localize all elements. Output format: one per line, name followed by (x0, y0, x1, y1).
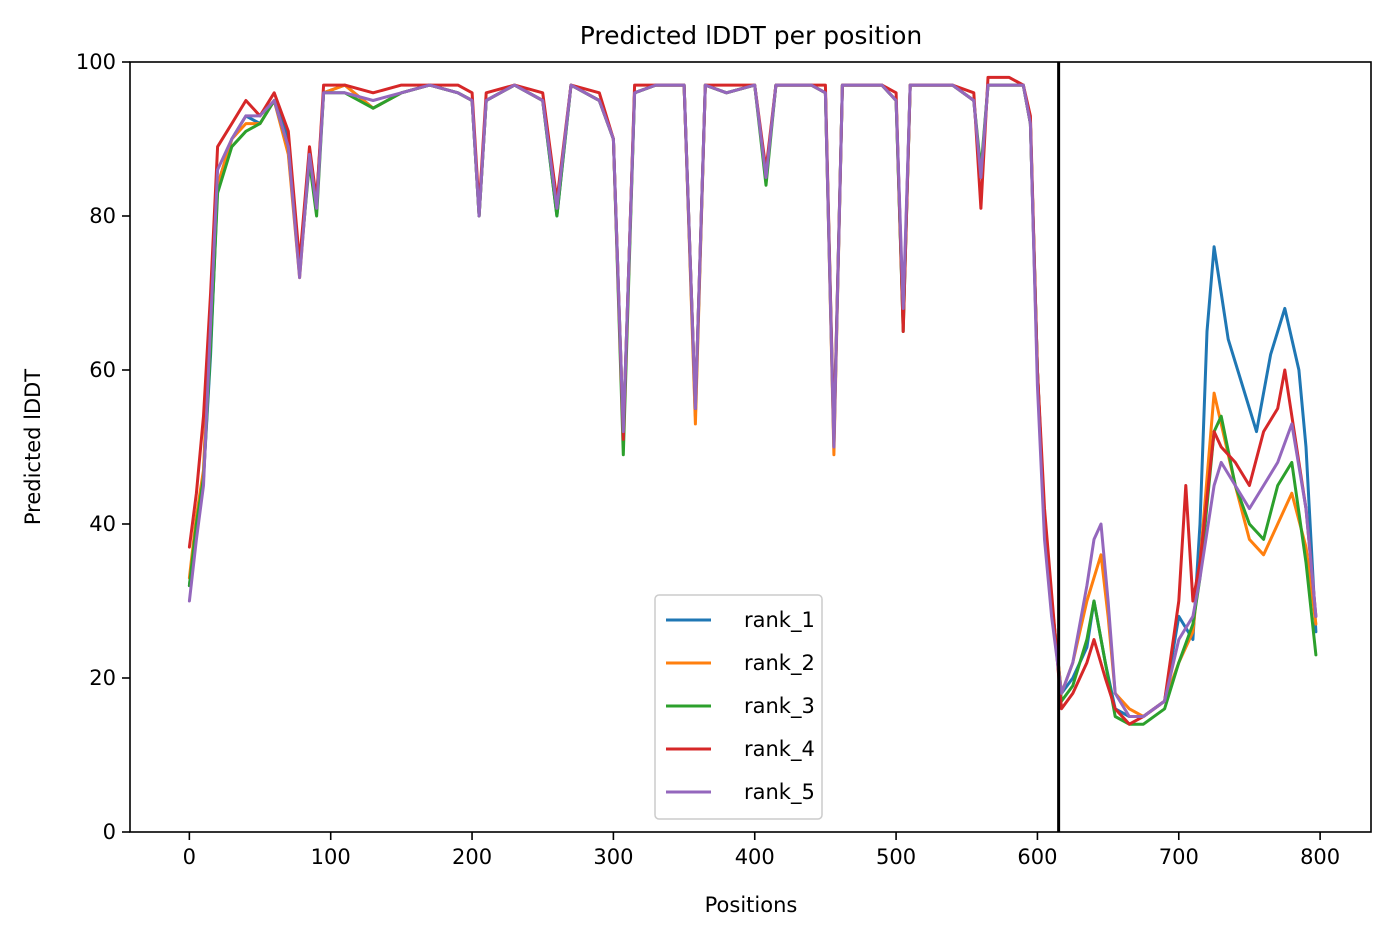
x-tick-label: 200 (452, 845, 492, 869)
chart-title: Predicted lDDT per position (580, 21, 922, 50)
x-tick-label: 600 (1017, 845, 1057, 869)
legend-label-rank-3: rank_3 (744, 694, 815, 719)
legend-box (654, 594, 823, 820)
x-tick-label: 400 (735, 845, 775, 869)
y-tick-label: 80 (89, 204, 116, 228)
y-tick-label: 40 (89, 512, 116, 536)
x-tick-label: 800 (1300, 845, 1340, 869)
y-axis-title: Predicted lDDT (21, 369, 45, 525)
y-tick-label: 20 (89, 666, 116, 690)
x-tick-label: 500 (876, 845, 916, 869)
x-axis-title: Positions (705, 893, 798, 917)
legend: rank_1 rank_2 rank_3 rank_4 rank_5 (654, 594, 823, 820)
axes-frame (129, 61, 1372, 833)
legend-label-rank-2: rank_2 (744, 651, 815, 676)
x-tick-label: 100 (311, 845, 351, 869)
y-tick-label: 100 (76, 50, 116, 74)
y-tick-label: 60 (89, 358, 116, 382)
legend-label-rank-5: rank_5 (744, 780, 815, 805)
series-line-rank-5 (187, 83, 1318, 718)
x-tick-label: 0 (183, 845, 196, 869)
x-tick-label: 300 (593, 845, 633, 869)
plot-area (187, 62, 1318, 832)
y-tick-label: 0 (103, 820, 116, 844)
x-tick-label: 700 (1159, 845, 1199, 869)
series-line-rank-4 (187, 75, 1318, 726)
legend-label-rank-4: rank_4 (744, 737, 815, 762)
axis-ticks: 0 100 200 300 400 500 600 700 800 0 20 40 60 80 100 (76, 50, 1340, 869)
legend-label-rank-1: rank_1 (744, 608, 815, 633)
